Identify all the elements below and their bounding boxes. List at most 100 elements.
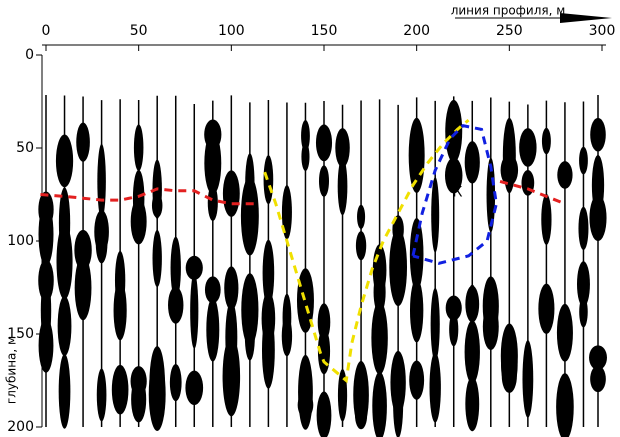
trace-blob [58, 187, 71, 259]
trace-blob [245, 153, 255, 214]
trace-blob [541, 193, 552, 245]
trace-blob [281, 185, 292, 240]
trace-blob [445, 99, 463, 163]
trace-blob [204, 131, 222, 195]
trace-blob [576, 261, 590, 307]
trace-blob [393, 369, 404, 437]
trace-blob [353, 361, 369, 429]
trace-blob [206, 297, 220, 362]
trace-blob [591, 155, 605, 216]
trace-blob [76, 122, 90, 162]
trace-blob [207, 184, 218, 221]
trace-blob [556, 373, 574, 437]
trace-blob [501, 358, 517, 393]
trace-blob [151, 193, 163, 218]
trace-blob [301, 120, 310, 152]
trace-blob [190, 273, 199, 349]
trace-blob [282, 293, 292, 342]
trace-blob [464, 141, 480, 184]
x-tick-label: 100 [218, 23, 245, 39]
y-axis-label: глубина, м [5, 336, 19, 404]
trace-blob [337, 157, 348, 216]
trace-blob [204, 276, 221, 304]
y-tick-label: 50 [16, 140, 34, 156]
trace-blob [486, 157, 496, 233]
trace-blob [40, 275, 52, 346]
trace-blob [74, 255, 92, 321]
x-tick-label: 250 [496, 23, 523, 39]
y-tick-label: 150 [7, 326, 34, 342]
trace-blob [38, 202, 54, 267]
trace-blob [169, 363, 182, 402]
seismic-traces [38, 95, 607, 437]
trace-blob [409, 360, 425, 400]
trace-blob [111, 364, 129, 415]
trace-blob [482, 303, 499, 351]
trace-blob [590, 117, 606, 152]
trace-blob [301, 142, 310, 171]
trace-blob [372, 244, 387, 296]
trace-blob [444, 157, 463, 194]
trace-blob [97, 143, 106, 219]
trace-blob [337, 369, 348, 422]
trace-blob [579, 146, 588, 175]
trace-blob [95, 223, 108, 264]
trace-blob [96, 368, 107, 422]
trace-blob [579, 296, 588, 328]
trace-blob [556, 303, 573, 362]
annotation: К [452, 185, 462, 201]
trace-blob [316, 391, 332, 437]
trace-blob [522, 340, 534, 418]
trace-blob [431, 177, 440, 253]
trace-blob [261, 291, 276, 346]
trace-blob [168, 286, 184, 324]
trace-blob [55, 134, 74, 188]
y-tick-label: 200 [7, 419, 34, 435]
trace-blob [538, 283, 555, 334]
trace-blob [392, 215, 404, 244]
trace-blob [240, 176, 259, 256]
x-tick-label: 0 [42, 23, 51, 39]
x-tick-label: 200 [403, 23, 430, 39]
trace-blob [315, 124, 333, 162]
dashed-line [40, 180, 566, 206]
trace-blob [185, 255, 203, 280]
trace-blob [500, 154, 519, 186]
trace-blob [371, 301, 388, 375]
arrow-head [560, 13, 612, 23]
trace-blob [465, 376, 480, 432]
trace-blob [429, 352, 441, 423]
y-tick-label: 0 [25, 47, 34, 63]
trace-blob [224, 266, 239, 311]
trace-blob [262, 239, 275, 307]
trace-blob [335, 128, 350, 168]
trace-blob [241, 273, 259, 347]
trace-blob [578, 206, 589, 251]
trace-blob [133, 124, 144, 172]
trace-blob [409, 278, 424, 343]
trace-blob [113, 280, 127, 341]
trace-blob [357, 204, 366, 229]
trace-blob [557, 161, 573, 189]
trace-blob [589, 345, 607, 370]
trace-blob [149, 346, 166, 421]
x-tick-label: 150 [311, 23, 338, 39]
y-tick-label: 100 [7, 233, 34, 249]
x-axis-label: линия профиля, м [451, 4, 566, 18]
trace-blob [170, 236, 181, 300]
trace-blob [222, 170, 240, 217]
dashed-line [263, 118, 470, 384]
trace-blob [519, 128, 537, 167]
trace-blob [263, 155, 274, 205]
trace-blob [130, 366, 147, 397]
trace-blob [445, 295, 462, 321]
trace-blob [318, 165, 330, 197]
trace-blob [372, 371, 387, 437]
trace-blob [449, 312, 459, 347]
trace-blob [464, 320, 480, 384]
trace-blob [225, 300, 238, 375]
trace-blob [389, 228, 408, 307]
trace-blob [297, 392, 314, 418]
trace-blob [465, 285, 480, 323]
